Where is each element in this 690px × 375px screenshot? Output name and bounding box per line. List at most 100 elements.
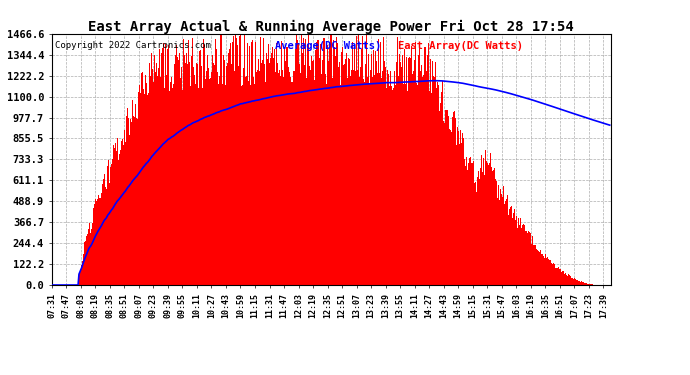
Bar — [149, 63, 150, 285]
Bar — [587, 284, 588, 285]
Bar — [584, 283, 585, 285]
Bar — [172, 88, 173, 285]
Bar — [286, 46, 287, 285]
Bar — [381, 78, 382, 285]
Bar — [302, 53, 303, 285]
Bar — [556, 268, 557, 285]
Bar — [404, 49, 405, 285]
Bar — [329, 42, 331, 285]
Bar — [540, 250, 541, 285]
Bar — [216, 49, 217, 285]
Bar — [238, 66, 239, 285]
Bar — [439, 111, 440, 285]
Bar — [221, 34, 222, 285]
Bar — [247, 43, 248, 285]
Bar — [480, 168, 481, 285]
Bar — [450, 130, 451, 285]
Bar — [451, 132, 452, 285]
Bar — [520, 218, 521, 285]
Bar — [197, 64, 198, 285]
Bar — [535, 245, 536, 285]
Bar — [313, 60, 314, 285]
Bar — [424, 47, 426, 285]
Bar — [401, 67, 402, 285]
Bar — [137, 119, 138, 285]
Bar — [359, 77, 360, 285]
Bar — [201, 66, 202, 285]
Bar — [429, 91, 430, 285]
Bar — [562, 272, 564, 285]
Bar — [469, 158, 470, 285]
Bar — [227, 63, 228, 285]
Bar — [83, 250, 84, 285]
Bar — [413, 70, 414, 285]
Bar — [141, 87, 142, 285]
Bar — [390, 72, 391, 285]
Bar — [441, 92, 442, 285]
Bar — [264, 64, 265, 285]
Bar — [423, 75, 424, 285]
Bar — [89, 223, 90, 285]
Bar — [444, 110, 446, 285]
Bar — [132, 95, 133, 285]
Bar — [502, 197, 503, 285]
Bar — [545, 254, 546, 285]
Bar — [176, 45, 177, 285]
Bar — [109, 183, 110, 285]
Bar — [566, 275, 567, 285]
Bar — [372, 77, 373, 285]
Bar — [522, 224, 524, 285]
Bar — [277, 73, 279, 285]
Bar — [156, 63, 157, 285]
Bar — [97, 200, 98, 285]
Bar — [275, 72, 276, 285]
Bar — [361, 49, 362, 285]
Bar — [135, 104, 136, 285]
Bar — [493, 168, 495, 285]
Bar — [526, 231, 527, 285]
Bar — [378, 39, 380, 285]
Bar — [373, 50, 374, 285]
Bar — [339, 62, 340, 285]
Bar — [303, 38, 304, 285]
Bar — [582, 282, 584, 285]
Bar — [194, 75, 195, 285]
Bar — [304, 64, 305, 285]
Bar — [509, 209, 510, 285]
Bar — [489, 163, 490, 285]
Bar — [358, 34, 359, 285]
Bar — [106, 189, 107, 285]
Bar — [414, 60, 415, 285]
Bar — [292, 82, 293, 285]
Bar — [165, 44, 166, 285]
Bar — [228, 49, 230, 285]
Bar — [365, 64, 366, 285]
Bar — [369, 83, 371, 285]
Bar — [90, 233, 91, 285]
Bar — [173, 84, 175, 285]
Bar — [422, 77, 423, 285]
Bar — [233, 36, 234, 285]
Bar — [309, 66, 310, 285]
Bar — [190, 59, 191, 285]
Bar — [377, 73, 378, 285]
Bar — [333, 40, 334, 285]
Bar — [263, 38, 264, 285]
Text: Copyright 2022 Cartronics.com: Copyright 2022 Cartronics.com — [55, 41, 210, 50]
Bar — [467, 170, 469, 285]
Bar — [353, 70, 354, 285]
Bar — [188, 40, 189, 285]
Bar — [409, 57, 410, 285]
Bar — [287, 47, 288, 285]
Bar — [530, 233, 531, 285]
Bar — [95, 199, 96, 285]
Bar — [506, 200, 507, 285]
Bar — [418, 55, 420, 285]
Bar — [96, 201, 97, 285]
Bar — [168, 45, 169, 285]
Bar — [305, 39, 306, 285]
Bar — [407, 91, 408, 285]
Bar — [239, 37, 241, 285]
Bar — [447, 110, 448, 285]
Bar — [542, 256, 544, 285]
